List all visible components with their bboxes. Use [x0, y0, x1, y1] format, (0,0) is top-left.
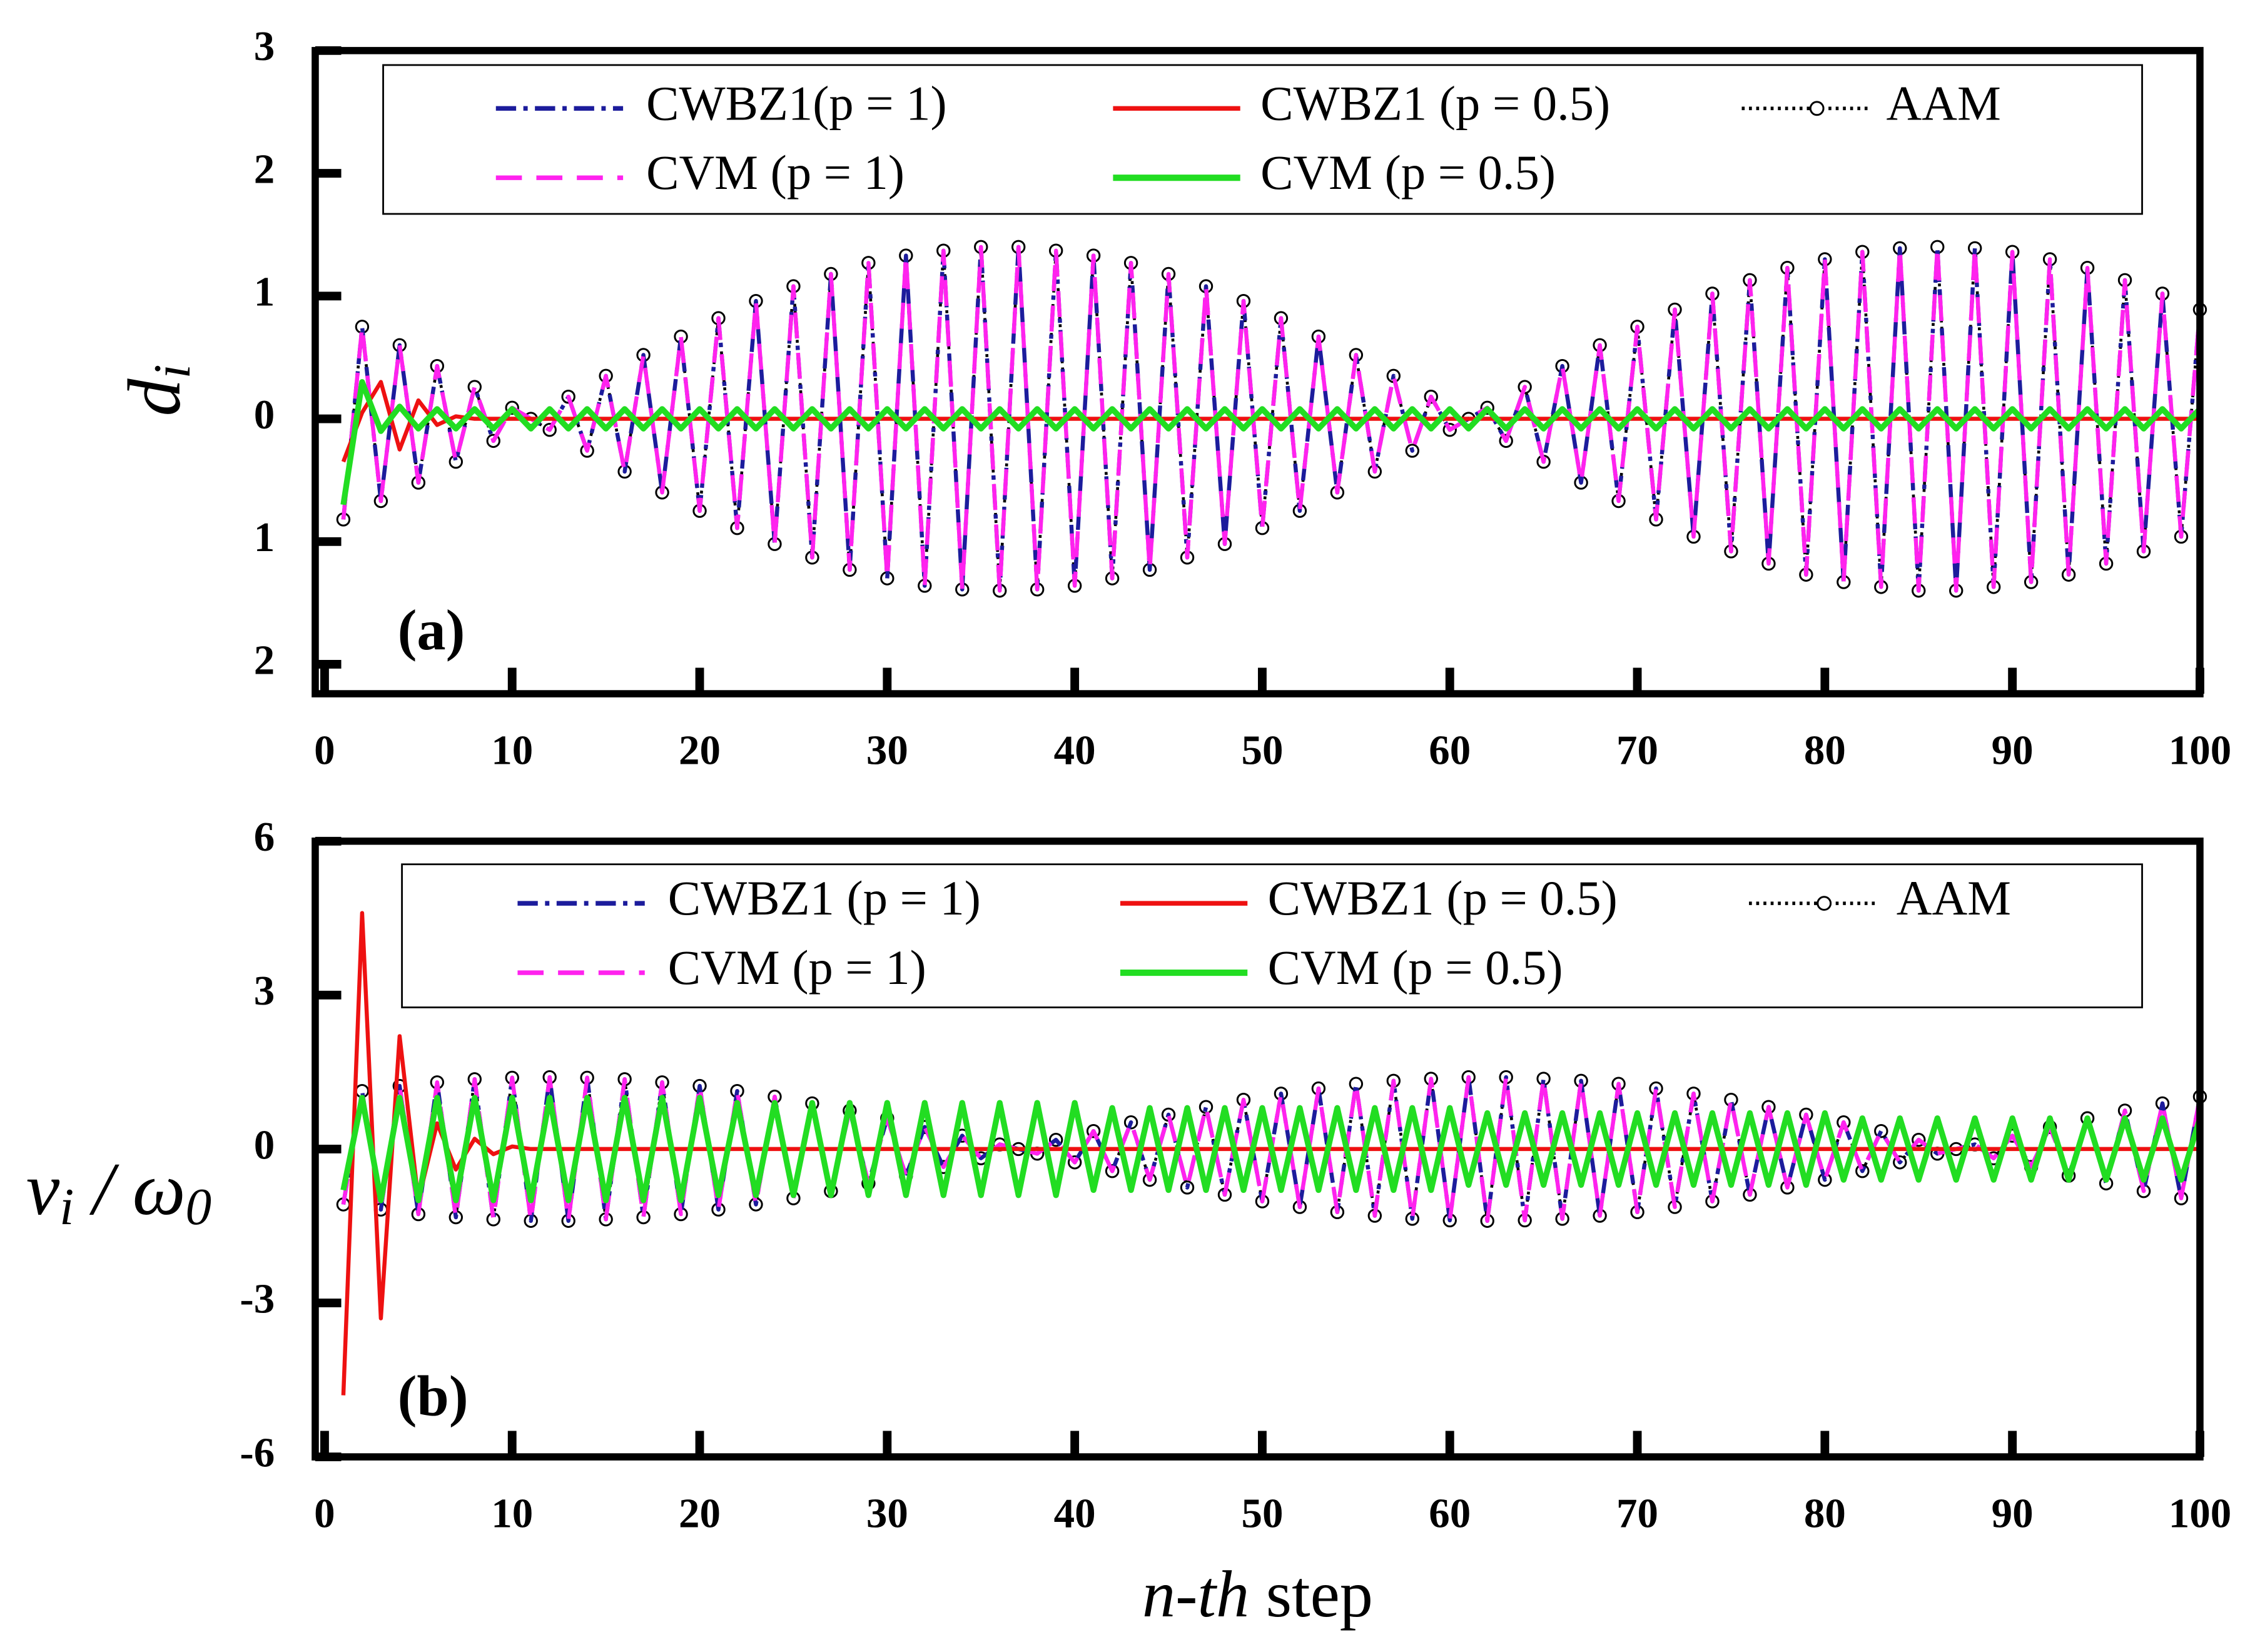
x-tick-label: 0	[314, 1490, 335, 1536]
y-tick-label: 0	[254, 1122, 275, 1168]
x-axis-label: n-th step	[1142, 1558, 1373, 1631]
y-axis-label-part: / ω	[74, 1147, 185, 1230]
x-tick-label: 70	[1616, 1490, 1658, 1536]
legend-label: CVM (p = 0.5)	[1260, 145, 1556, 200]
legend-marker	[1809, 101, 1825, 116]
x-tick-label: 40	[1054, 727, 1096, 774]
legend-box	[382, 64, 2143, 215]
legend-label: AAM	[1897, 871, 2011, 925]
y-tick-label: 2	[254, 637, 275, 683]
x-tick-label: 100	[2169, 1490, 2232, 1536]
x-tick-label: 30	[866, 727, 908, 774]
y-axis-label-part: v	[26, 1147, 60, 1230]
series-line	[340, 379, 2202, 505]
x-tick-label: 40	[1054, 1490, 1096, 1536]
x-tick-label: 90	[1992, 1490, 2034, 1536]
y-tick-label: 1	[254, 269, 275, 315]
y-tick-label: 6	[254, 814, 275, 860]
x-tick-label: 0	[314, 727, 335, 774]
x-tick-label: 70	[1616, 727, 1658, 774]
legend-label: CWBZ1(p = 1)	[646, 76, 947, 130]
plot-frame	[312, 837, 2204, 1461]
x-axis-label-part: n-th	[1142, 1558, 1249, 1631]
y-tick-label: -3	[240, 1275, 275, 1322]
x-tick-label: 80	[1804, 1490, 1846, 1536]
y-axis-label-part: i	[59, 1178, 74, 1235]
x-tick-label: 90	[1992, 727, 2034, 774]
x-tick-label: 10	[491, 727, 533, 774]
series-line	[340, 1095, 2203, 1204]
panel-label: (a)	[398, 598, 465, 662]
y-tick-label: 3	[254, 23, 275, 69]
x-tick-label: 50	[1241, 727, 1283, 774]
y-axis-label-part: 0	[186, 1178, 212, 1235]
y-tick-label: 3	[254, 968, 275, 1014]
legend-label: AAM	[1887, 76, 2001, 130]
y-axis-label: di	[113, 364, 201, 416]
y-axis-label-part: d	[113, 378, 196, 416]
y-tick-label: 0	[254, 392, 275, 438]
x-tick-label: 20	[679, 727, 721, 774]
legend-label: CVM (p = 1)	[646, 145, 905, 200]
x-tick-label: 10	[491, 1490, 533, 1536]
y-axis-label-part: i	[143, 364, 201, 378]
y-axis-label: vi / ω0	[26, 1147, 211, 1235]
legend-label: CWBZ1 (p = 1)	[668, 871, 981, 925]
legend-label: CWBZ1 (p = 0.5)	[1260, 76, 1610, 130]
x-tick-label: 100	[2169, 727, 2232, 774]
y-tick-label: 1	[254, 514, 275, 560]
legend-label: CVM (p = 0.5)	[1268, 940, 1563, 995]
legend-label: CVM (p = 1)	[668, 940, 926, 995]
legend-label: CWBZ1 (p = 0.5)	[1268, 871, 1618, 925]
legend-marker	[1817, 896, 1832, 911]
x-tick-label: 20	[679, 1490, 721, 1536]
x-tick-label: 30	[866, 1490, 908, 1536]
x-tick-label: 50	[1241, 1490, 1283, 1536]
x-axis-label-part: step	[1249, 1558, 1373, 1631]
legend-box	[401, 863, 2143, 1008]
panel-label: (b)	[398, 1364, 469, 1427]
x-tick-label: 60	[1429, 727, 1471, 774]
y-tick-label: 2	[254, 146, 275, 192]
plot-frame	[312, 47, 2204, 697]
y-tick-label: -6	[240, 1429, 275, 1476]
x-tick-label: 60	[1429, 1490, 1471, 1536]
x-tick-label: 80	[1804, 727, 1846, 774]
